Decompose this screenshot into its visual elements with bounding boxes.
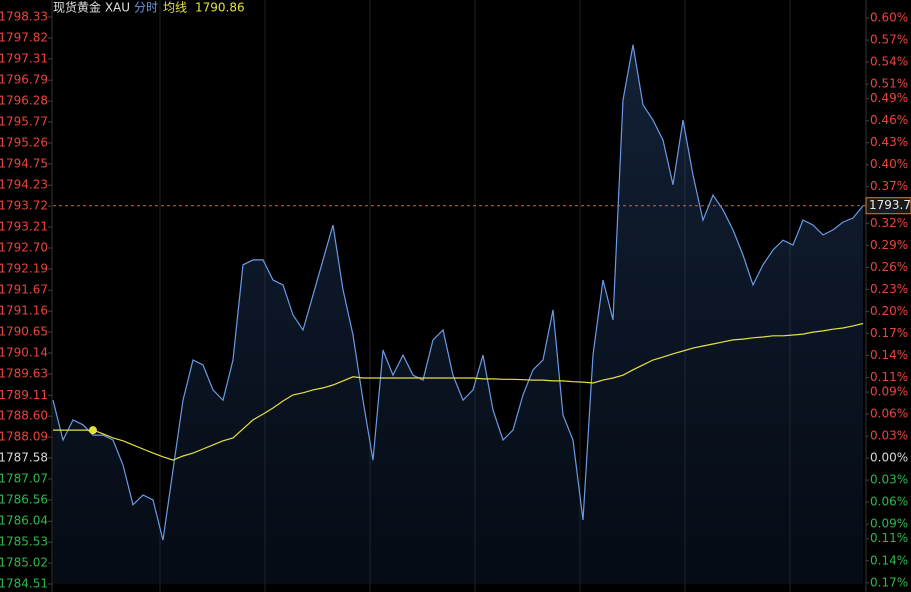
y-tick-label: 1785.53 xyxy=(0,535,48,549)
y2-tick-label: 0.26% xyxy=(870,260,908,274)
y2-tick-label: 0.60% xyxy=(870,11,908,25)
y-tick-label: 1784.51 xyxy=(0,577,48,591)
y2-tick-label: 0.17% xyxy=(870,326,908,340)
y-tick-label: 1790.65 xyxy=(0,325,48,339)
y2-tick-label: 0.14% xyxy=(870,553,908,567)
y2-tick-label: 0.03% xyxy=(870,473,908,487)
y2-tick-label: 0.51% xyxy=(870,77,908,91)
y-tick-label: 1794.75 xyxy=(0,156,48,170)
price-area xyxy=(53,44,863,584)
y2-tick-label: 0.06% xyxy=(870,495,908,509)
y2-tick-label: 0.14% xyxy=(870,348,908,362)
y-tick-label: 1795.26 xyxy=(0,135,48,149)
y2-tick-label: 0.17% xyxy=(870,575,908,589)
y-tick-label: 1790.14 xyxy=(0,346,48,360)
average-value: 1790.86 xyxy=(195,1,245,15)
y2-tick-label: 0.23% xyxy=(870,282,908,296)
y-tick-label: 1785.02 xyxy=(0,556,48,570)
y-tick-label: 1787.58 xyxy=(0,451,48,465)
y-tick-label: 1788.60 xyxy=(0,409,48,423)
y2-tick-label: 0.00% xyxy=(870,451,908,465)
y-tick-label: 1788.09 xyxy=(0,430,48,444)
last-price-label: 1793.73 xyxy=(869,198,911,212)
y2-tick-label: 0.03% xyxy=(870,429,908,443)
y-tick-label: 1795.77 xyxy=(0,115,48,129)
y2-tick-label: 0.06% xyxy=(870,407,908,421)
y-tick-label: 1791.67 xyxy=(0,283,48,297)
y2-tick-label: 0.11% xyxy=(870,531,908,545)
y-tick-label: 1797.31 xyxy=(0,51,48,65)
price-line xyxy=(52,44,864,541)
y2-tick-label: 0.49% xyxy=(870,91,908,105)
y2-tick-label: 0.11% xyxy=(870,370,908,384)
y-tick-label: 1787.07 xyxy=(0,471,48,485)
y2-tick-label: 0.37% xyxy=(870,179,908,193)
y2-tick-label: 0.20% xyxy=(870,304,908,318)
y-tick-label: 1791.16 xyxy=(0,304,48,318)
y2-tick-label: 0.57% xyxy=(870,33,908,47)
y2-tick-label: 0.46% xyxy=(870,113,908,127)
y-tick-label: 1798.33 xyxy=(0,10,48,24)
y2-tick-label: 0.54% xyxy=(870,55,908,69)
y-tick-label: 1792.70 xyxy=(0,240,48,254)
y-tick-label: 1796.28 xyxy=(0,94,48,108)
y2-tick-label: 0.09% xyxy=(870,517,908,531)
y2-tick-label: 0.09% xyxy=(870,385,908,399)
y-tick-label: 1792.19 xyxy=(0,261,48,275)
y-tick-label: 1796.79 xyxy=(0,73,48,87)
y2-tick-label: 0.43% xyxy=(870,135,908,149)
y-tick-label: 1793.21 xyxy=(0,220,48,234)
y-tick-label: 1789.63 xyxy=(0,366,48,380)
y2-tick-label: 0.29% xyxy=(870,238,908,252)
y2-tick-label: 0.40% xyxy=(870,157,908,171)
y-tick-label: 1786.04 xyxy=(0,514,48,528)
last-price-box xyxy=(865,197,911,215)
legend-average: 均线 xyxy=(163,1,187,15)
cursor-marker xyxy=(89,426,97,435)
y-tick-label: 1793.72 xyxy=(0,199,48,213)
legend-price: 分时 xyxy=(134,1,158,15)
y-tick-label: 1789.11 xyxy=(0,388,48,402)
y-tick-label: 1794.23 xyxy=(0,178,48,192)
average-line xyxy=(53,322,864,461)
y2-tick-label: 0.32% xyxy=(870,216,908,230)
y-tick-label: 1797.82 xyxy=(0,30,48,44)
chart-title: 现货黄金 XAU xyxy=(53,0,130,15)
y-tick-label: 1786.56 xyxy=(0,492,48,506)
